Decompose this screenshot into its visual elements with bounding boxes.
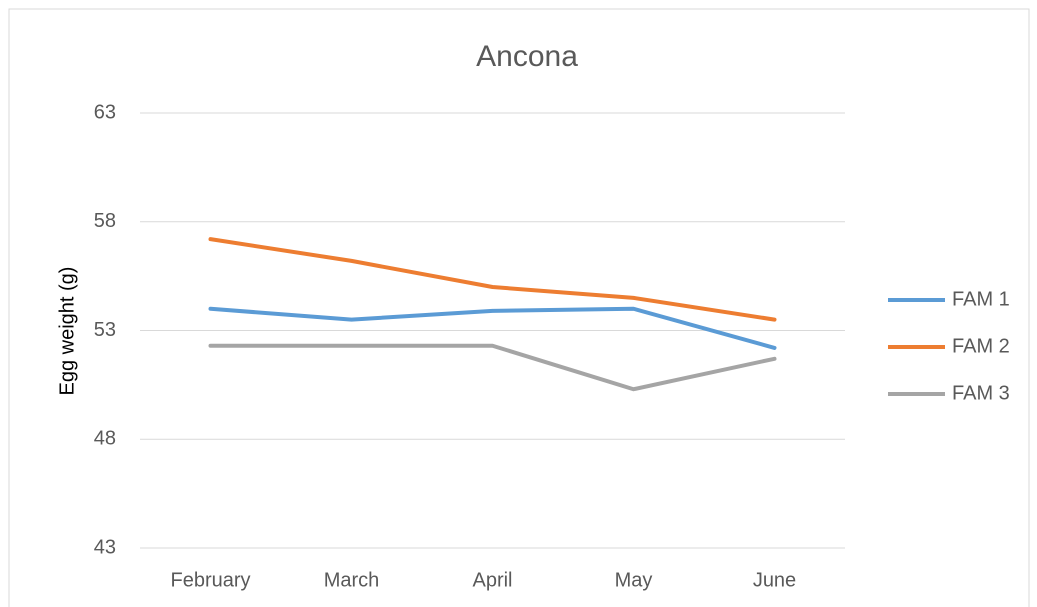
x-tick-label: April	[472, 569, 512, 591]
chart-title: Ancona	[476, 40, 578, 73]
y-tick-label: 63	[94, 101, 116, 123]
series-line	[208, 237, 777, 322]
legend-label: FAM 3	[952, 382, 1010, 404]
y-axis-label: Egg weight (g)	[56, 267, 78, 396]
y-tick-label: 53	[94, 319, 116, 341]
x-tick-label: June	[753, 569, 796, 591]
x-tick-label: February	[170, 569, 250, 591]
x-tick-label: March	[324, 569, 380, 591]
legend-label: FAM 1	[952, 288, 1010, 310]
legend-label: FAM 2	[952, 335, 1010, 357]
y-tick-label: 58	[94, 210, 116, 232]
x-tick-label: May	[615, 569, 653, 591]
chart-frame	[8, 8, 1030, 607]
series-line	[208, 306, 777, 350]
series-line	[208, 343, 777, 392]
y-tick-label: 43	[94, 536, 116, 558]
y-tick-label: 48	[94, 428, 116, 450]
